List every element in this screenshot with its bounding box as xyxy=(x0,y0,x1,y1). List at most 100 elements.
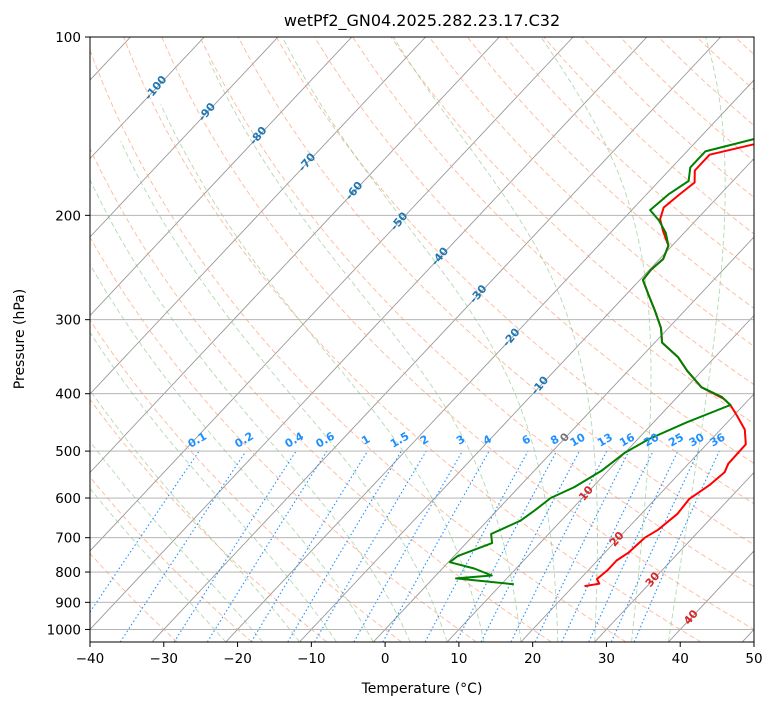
mixing-ratio-label: 3 xyxy=(454,433,467,448)
dry-adiabat xyxy=(237,37,754,546)
isotherm-line xyxy=(372,236,754,642)
moist-adiabat xyxy=(90,178,411,642)
plot-frame xyxy=(89,36,755,643)
chart-title: wetPf2_GN04.2025.282.23.17.C32 xyxy=(284,11,560,31)
y-tick-label: 900 xyxy=(55,595,81,611)
mixing-ratio-label: 0.4 xyxy=(283,429,307,450)
mixing-ratio-line xyxy=(480,450,580,642)
x-tick-label: 50 xyxy=(745,651,762,667)
x-tick-label: 20 xyxy=(524,651,541,667)
mixing-ratio-line xyxy=(633,450,720,642)
dry-adiabat xyxy=(199,37,754,588)
dry-adiabat xyxy=(352,37,754,425)
y-tick-label: 200 xyxy=(55,208,81,224)
dry-adiabat xyxy=(428,37,754,347)
dry-adiabat xyxy=(123,37,702,642)
mixing-ratio-line xyxy=(588,450,679,642)
dry-adiabat xyxy=(90,48,627,642)
x-tick-label: 10 xyxy=(450,651,467,667)
mixing-ratio-label: 36 xyxy=(708,430,728,449)
y-tick-label: 100 xyxy=(55,30,81,46)
moist-adiabat xyxy=(90,389,300,642)
x-tick-label: 0 xyxy=(381,651,390,667)
dry-adiabat xyxy=(90,476,253,642)
x-tick-label: −40 xyxy=(76,651,105,667)
mixing-ratio-label: 13 xyxy=(595,431,615,450)
grid xyxy=(90,37,754,630)
moist-adiabat xyxy=(90,487,227,642)
series-layer xyxy=(448,138,754,588)
y-tick-label: 1000 xyxy=(47,622,81,638)
dry-adiabat xyxy=(314,37,754,464)
mixing-ratio-line xyxy=(206,450,328,642)
x-axis: −40 −30 −20 −10 0 10 20 30 40 50 xyxy=(76,642,763,667)
mixing-ratio-label: 1.5 xyxy=(388,430,411,451)
x-tick-label: 40 xyxy=(672,651,689,667)
mixing-ratio-line xyxy=(561,450,654,642)
mixing-ratio-line xyxy=(534,450,630,642)
moist-adiabat xyxy=(90,263,374,642)
y-tick-label: 600 xyxy=(55,491,81,507)
y-tick-label: 500 xyxy=(55,444,81,460)
moist-adiabat xyxy=(160,104,485,642)
mixing-ratio-label: 0.2 xyxy=(233,430,256,451)
profile-line xyxy=(584,143,754,588)
isotherm-line xyxy=(90,37,648,631)
y-tick-label: 300 xyxy=(55,313,81,329)
y-tick-label: 800 xyxy=(55,565,81,581)
mixing-ratio-label: 2 xyxy=(418,433,431,448)
mixing-ratio-line xyxy=(119,450,247,642)
isotherm-line xyxy=(520,393,754,642)
mixing-ratio-line xyxy=(250,450,369,642)
mixing-ratio-line xyxy=(510,450,608,642)
moist-adiabat xyxy=(392,37,598,642)
isotherm-line xyxy=(594,471,754,642)
isotherm-line xyxy=(741,628,754,642)
y-tick-label: 400 xyxy=(55,387,81,403)
moist-adiabat xyxy=(208,61,522,642)
isotherm-line xyxy=(446,314,754,642)
isotherm-line xyxy=(90,37,279,238)
mixing-ratio-line xyxy=(353,450,463,642)
isotherm-line xyxy=(90,37,205,160)
mixing-ratio-line xyxy=(173,450,297,642)
mixing-ratio-line xyxy=(90,450,200,614)
dry-adiabat xyxy=(90,236,477,642)
y-tick-label: 700 xyxy=(55,531,81,547)
isoline-labels: -100-90-80-70-60-50-40-30-20-10010203040… xyxy=(142,73,728,628)
mixing-ratio-label: 20 xyxy=(642,430,662,449)
mixing-ratio-line xyxy=(424,450,529,642)
isotherm-line xyxy=(668,550,754,642)
background-lines xyxy=(90,37,754,642)
isotherm-line xyxy=(90,37,500,474)
dry-adiabat xyxy=(161,37,754,630)
mixing-ratio-label: 0.6 xyxy=(313,429,337,450)
dry-adiabat xyxy=(90,552,178,642)
x-tick-label: −10 xyxy=(297,651,326,667)
y-axis: 100 200 300 400 500 600 700 800 900 1000 xyxy=(47,30,90,638)
y-axis-label: Pressure (hPa) xyxy=(12,289,28,389)
mixing-ratio-line xyxy=(610,450,699,642)
dry-adiabat xyxy=(90,147,552,642)
profile-line xyxy=(448,138,754,586)
mixing-ratio-label: 0.1 xyxy=(186,430,209,451)
dry-adiabat xyxy=(390,37,754,386)
isotherm-line xyxy=(90,37,574,552)
moist-adiabat xyxy=(667,37,726,642)
isotherm-line xyxy=(90,37,426,395)
dry-adiabat xyxy=(658,37,754,127)
dry-adiabat xyxy=(275,37,754,505)
x-tick-label: 30 xyxy=(598,651,615,667)
dry-adiabat xyxy=(696,37,754,91)
isotherm-label: -100 xyxy=(142,73,170,103)
x-tick-label: −20 xyxy=(223,651,252,667)
mixing-ratio-line xyxy=(382,450,490,642)
moist-adiabat xyxy=(90,440,263,642)
isotherm-line xyxy=(90,37,353,317)
isotherm-line xyxy=(225,79,754,642)
dry-adiabat xyxy=(581,37,754,198)
moist-adiabat xyxy=(90,331,337,642)
dry-adiabat xyxy=(734,37,754,56)
isotherm-line xyxy=(151,37,722,642)
